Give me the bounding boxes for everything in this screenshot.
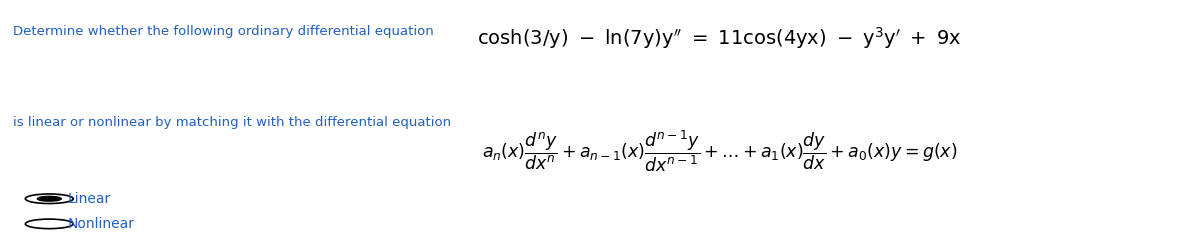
Text: $a_n(x)\dfrac{d^ny}{dx^n} + a_{n-1}(x)\dfrac{d^{n-1}y}{dx^{n-1}} + \ldots + a_1(: $a_n(x)\dfrac{d^ny}{dx^n} + a_{n-1}(x)\d… — [482, 128, 958, 174]
Text: Nonlinear: Nonlinear — [67, 217, 134, 231]
Circle shape — [37, 196, 61, 201]
Text: $\mathrm{cosh(3/y)\ -\ ln(7y)y''\ =\ 11cos(4yx)\ -\ y^3y'\ +\ 9x}$: $\mathrm{cosh(3/y)\ -\ ln(7y)y''\ =\ 11c… — [478, 25, 962, 51]
Text: Linear: Linear — [67, 192, 110, 206]
Text: is linear or nonlinear by matching it with the differential equation: is linear or nonlinear by matching it wi… — [13, 116, 451, 129]
Text: Determine whether the following ordinary differential equation: Determine whether the following ordinary… — [13, 25, 434, 38]
